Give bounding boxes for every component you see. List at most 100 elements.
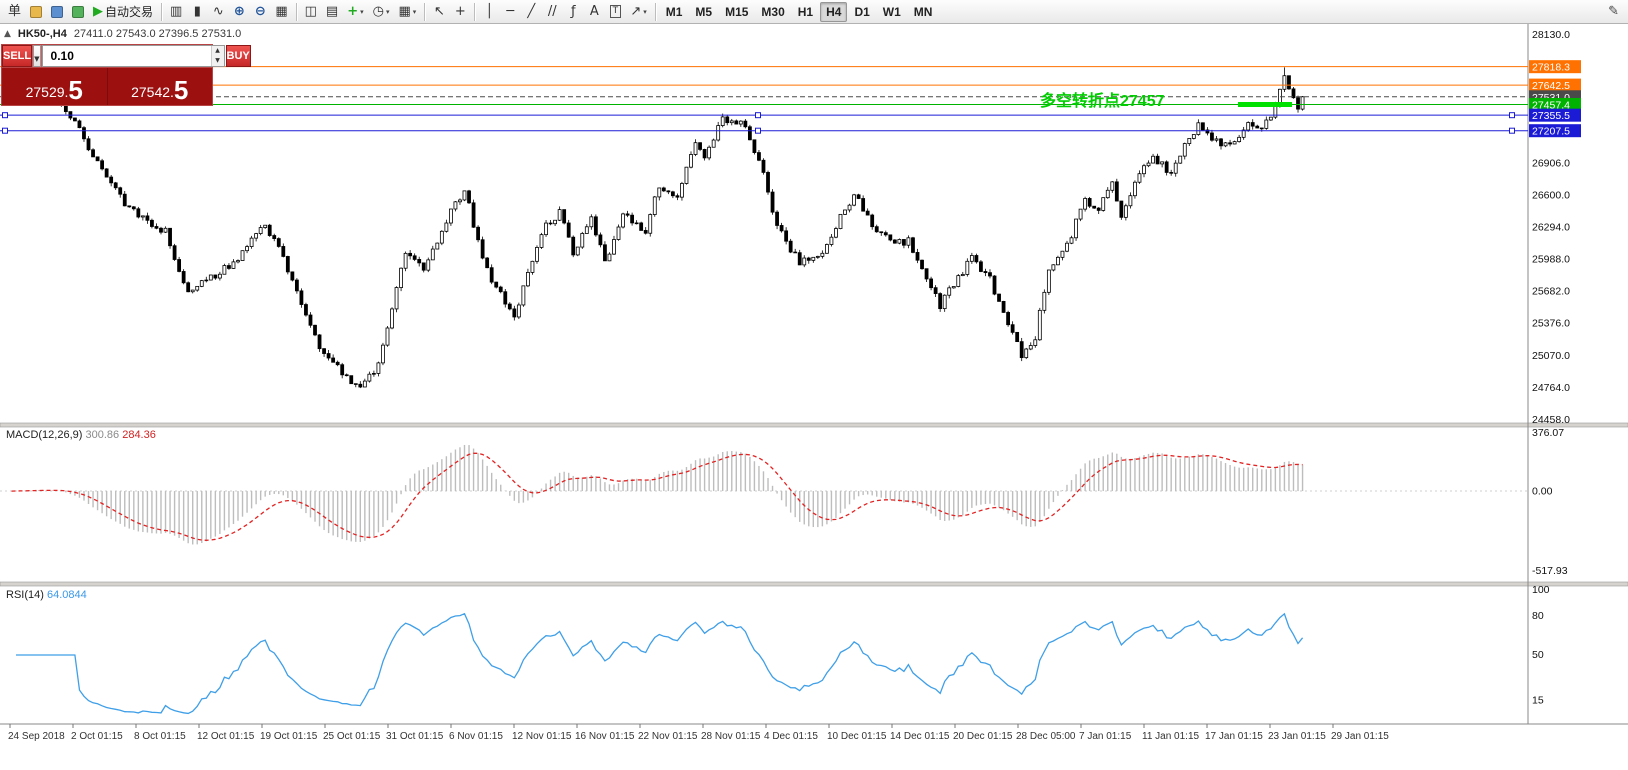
navigator-button-icon [72,5,85,18]
timeframe-m1-label: M1 [665,4,683,19]
svg-text:19 Oct 01:15: 19 Oct 01:15 [260,731,318,742]
toolbar-separator [424,2,426,21]
template-menu-button-dropdown[interactable]: ▾ [412,7,417,16]
ask-price-big-digit: 5 [173,75,189,105]
svg-text:17 Jan 01:15: 17 Jan 01:15 [1205,731,1263,742]
price-line-badges: 27818.327642.527531.027457.427355.527207… [1529,60,1581,138]
lot-size-input[interactable] [42,46,211,66]
arrows-button[interactable]: ↗ ▾ [626,2,650,22]
svg-text:8 Oct 01:15: 8 Oct 01:15 [134,731,186,742]
timeframe-h4[interactable]: H4 [820,1,848,22]
candlestick-chart-button[interactable]: ▮ [187,2,207,22]
svg-text:16 Nov 01:15: 16 Nov 01:15 [575,731,635,742]
one-click-trading-panel: SELL ▼ ▲ ▼ BUY 27529.5 27542.5 [1,44,251,106]
pane-splitter-macd[interactable] [0,422,1628,428]
line-handle[interactable] [1509,112,1515,119]
arrows-button-dropdown[interactable]: ▾ [643,7,647,16]
periods-menu-button-dropdown[interactable]: ▾ [385,7,390,16]
autotrading-button[interactable]: ▶ 自动交易 [89,2,157,22]
svg-text:23 Jan 01:15: 23 Jan 01:15 [1268,731,1326,742]
line-handle[interactable] [755,112,761,119]
svg-text:26294.0: 26294.0 [1532,221,1570,233]
zoom-out-button[interactable]: ⊖ [250,2,270,22]
trendline-button[interactable]: ╱ [521,2,541,22]
timeframe-m1[interactable]: M1 [660,2,689,22]
toolbar-separator [295,2,297,21]
autotrading-button-icon: ▶ [93,4,104,19]
add-indicator-button[interactable]: + ▾ [343,2,367,22]
timeframe-h1-label: H1 [797,4,814,19]
chevron-down-icon: ▼ [34,54,40,63]
lot-decrease-button[interactable]: ▼ [211,56,224,66]
svg-text:28 Nov 01:15: 28 Nov 01:15 [701,731,761,742]
svg-text:4 Dec 01:15: 4 Dec 01:15 [764,731,818,742]
text-button[interactable]: A [584,2,604,22]
vertical-line-button[interactable]: │ [479,2,499,22]
template-menu-button-icon: ▦ [398,4,411,19]
timeframe-m30-label: M30 [761,4,785,19]
line-handle[interactable] [1509,127,1515,134]
line-handle[interactable] [2,127,8,134]
arrange-windows-button[interactable]: ◫ [301,2,321,22]
order-options-dropdown[interactable]: ▼ [33,45,41,67]
line-chart-button[interactable]: ∿ [208,2,228,22]
svg-text:27207.5: 27207.5 [1532,126,1570,138]
timeframe-m5[interactable]: M5 [689,2,718,22]
svg-text:80: 80 [1532,610,1544,622]
template-menu-button[interactable]: ▦ ▾ [395,2,421,22]
sell-button[interactable]: SELL [2,45,33,67]
svg-text:26906.0: 26906.0 [1532,157,1570,169]
line-handle[interactable] [2,112,8,119]
timeframe-h1[interactable]: H1 [792,2,819,22]
svg-text:27355.5: 27355.5 [1532,110,1570,122]
time-axis: 24 Sep 2018 2 Oct 01:15 8 Oct 01:15 12 Oct … [8,724,1389,742]
horizontal-line-button[interactable]: ─ [500,2,520,22]
rsi-indicator-label: RSI(14) 64.0844 [6,589,87,601]
market-watch-button-icon [51,5,64,18]
svg-text:24458.0: 24458.0 [1532,414,1570,426]
price-badge-27207.5 [1529,124,1581,138]
rsi-value: 64.0844 [46,589,87,601]
market-watch-button[interactable] [47,2,67,22]
timeframe-w1[interactable]: W1 [877,2,907,22]
profiles-button[interactable] [26,2,46,22]
edit-pencil-icon[interactable]: ✎ [1608,4,1619,19]
timeframe-m30[interactable]: M30 [755,2,790,22]
sell-price-display[interactable]: 27529. 5 [2,68,107,105]
navigator-button[interactable] [68,2,88,22]
auto-arrange-button[interactable]: ▤ [322,2,342,22]
svg-text:14 Dec 01:15: 14 Dec 01:15 [890,731,950,742]
pane-splitter-rsi[interactable] [0,581,1628,587]
timeframe-mn[interactable]: MN [908,2,939,22]
text-label-button[interactable]: T [605,2,625,22]
fibonacci-button[interactable]: ƒ [563,2,583,22]
buy-button[interactable]: BUY [225,45,251,67]
timeframe-d1[interactable]: D1 [848,2,875,22]
macd-histogram [15,444,1304,545]
timeframe-m15[interactable]: M15 [719,2,754,22]
channel-button[interactable]: // [542,2,562,22]
periods-menu-button[interactable]: ◷ ▾ [369,2,394,22]
svg-text:12 Nov 01:15: 12 Nov 01:15 [512,731,572,742]
bar-chart-button[interactable]: ▥ [166,2,186,22]
add-indicator-button-icon: + [347,4,359,19]
svg-text:25070.0: 25070.0 [1532,350,1570,362]
line-handle[interactable] [755,127,761,134]
svg-text:10 Dec 01:15: 10 Dec 01:15 [827,731,887,742]
lot-increase-button[interactable]: ▲ [211,46,224,56]
crosshair-button-icon: + [454,4,466,19]
bar-chart-button-icon: ▥ [170,4,183,19]
add-indicator-button-dropdown[interactable]: ▾ [360,7,364,16]
buy-price-display[interactable]: 27542. 5 [106,68,212,105]
svg-text:29 Jan 01:15: 29 Jan 01:15 [1331,731,1389,742]
cursor-button[interactable]: ↖ [429,2,449,22]
new-order-button[interactable]: 单 [4,2,25,22]
tile-windows-button[interactable]: ▦ [271,2,291,22]
one-click-collapse-icon[interactable]: ▲ [4,29,11,39]
svg-text:24 Sep 2018: 24 Sep 2018 [8,731,65,742]
zoom-in-button[interactable]: ⊕ [229,2,249,22]
crosshair-button[interactable]: + [450,2,470,22]
trend-annotation-text[interactable]: 多空转折点27457 [1040,93,1165,110]
fibonacci-button-icon: ƒ [571,4,576,19]
